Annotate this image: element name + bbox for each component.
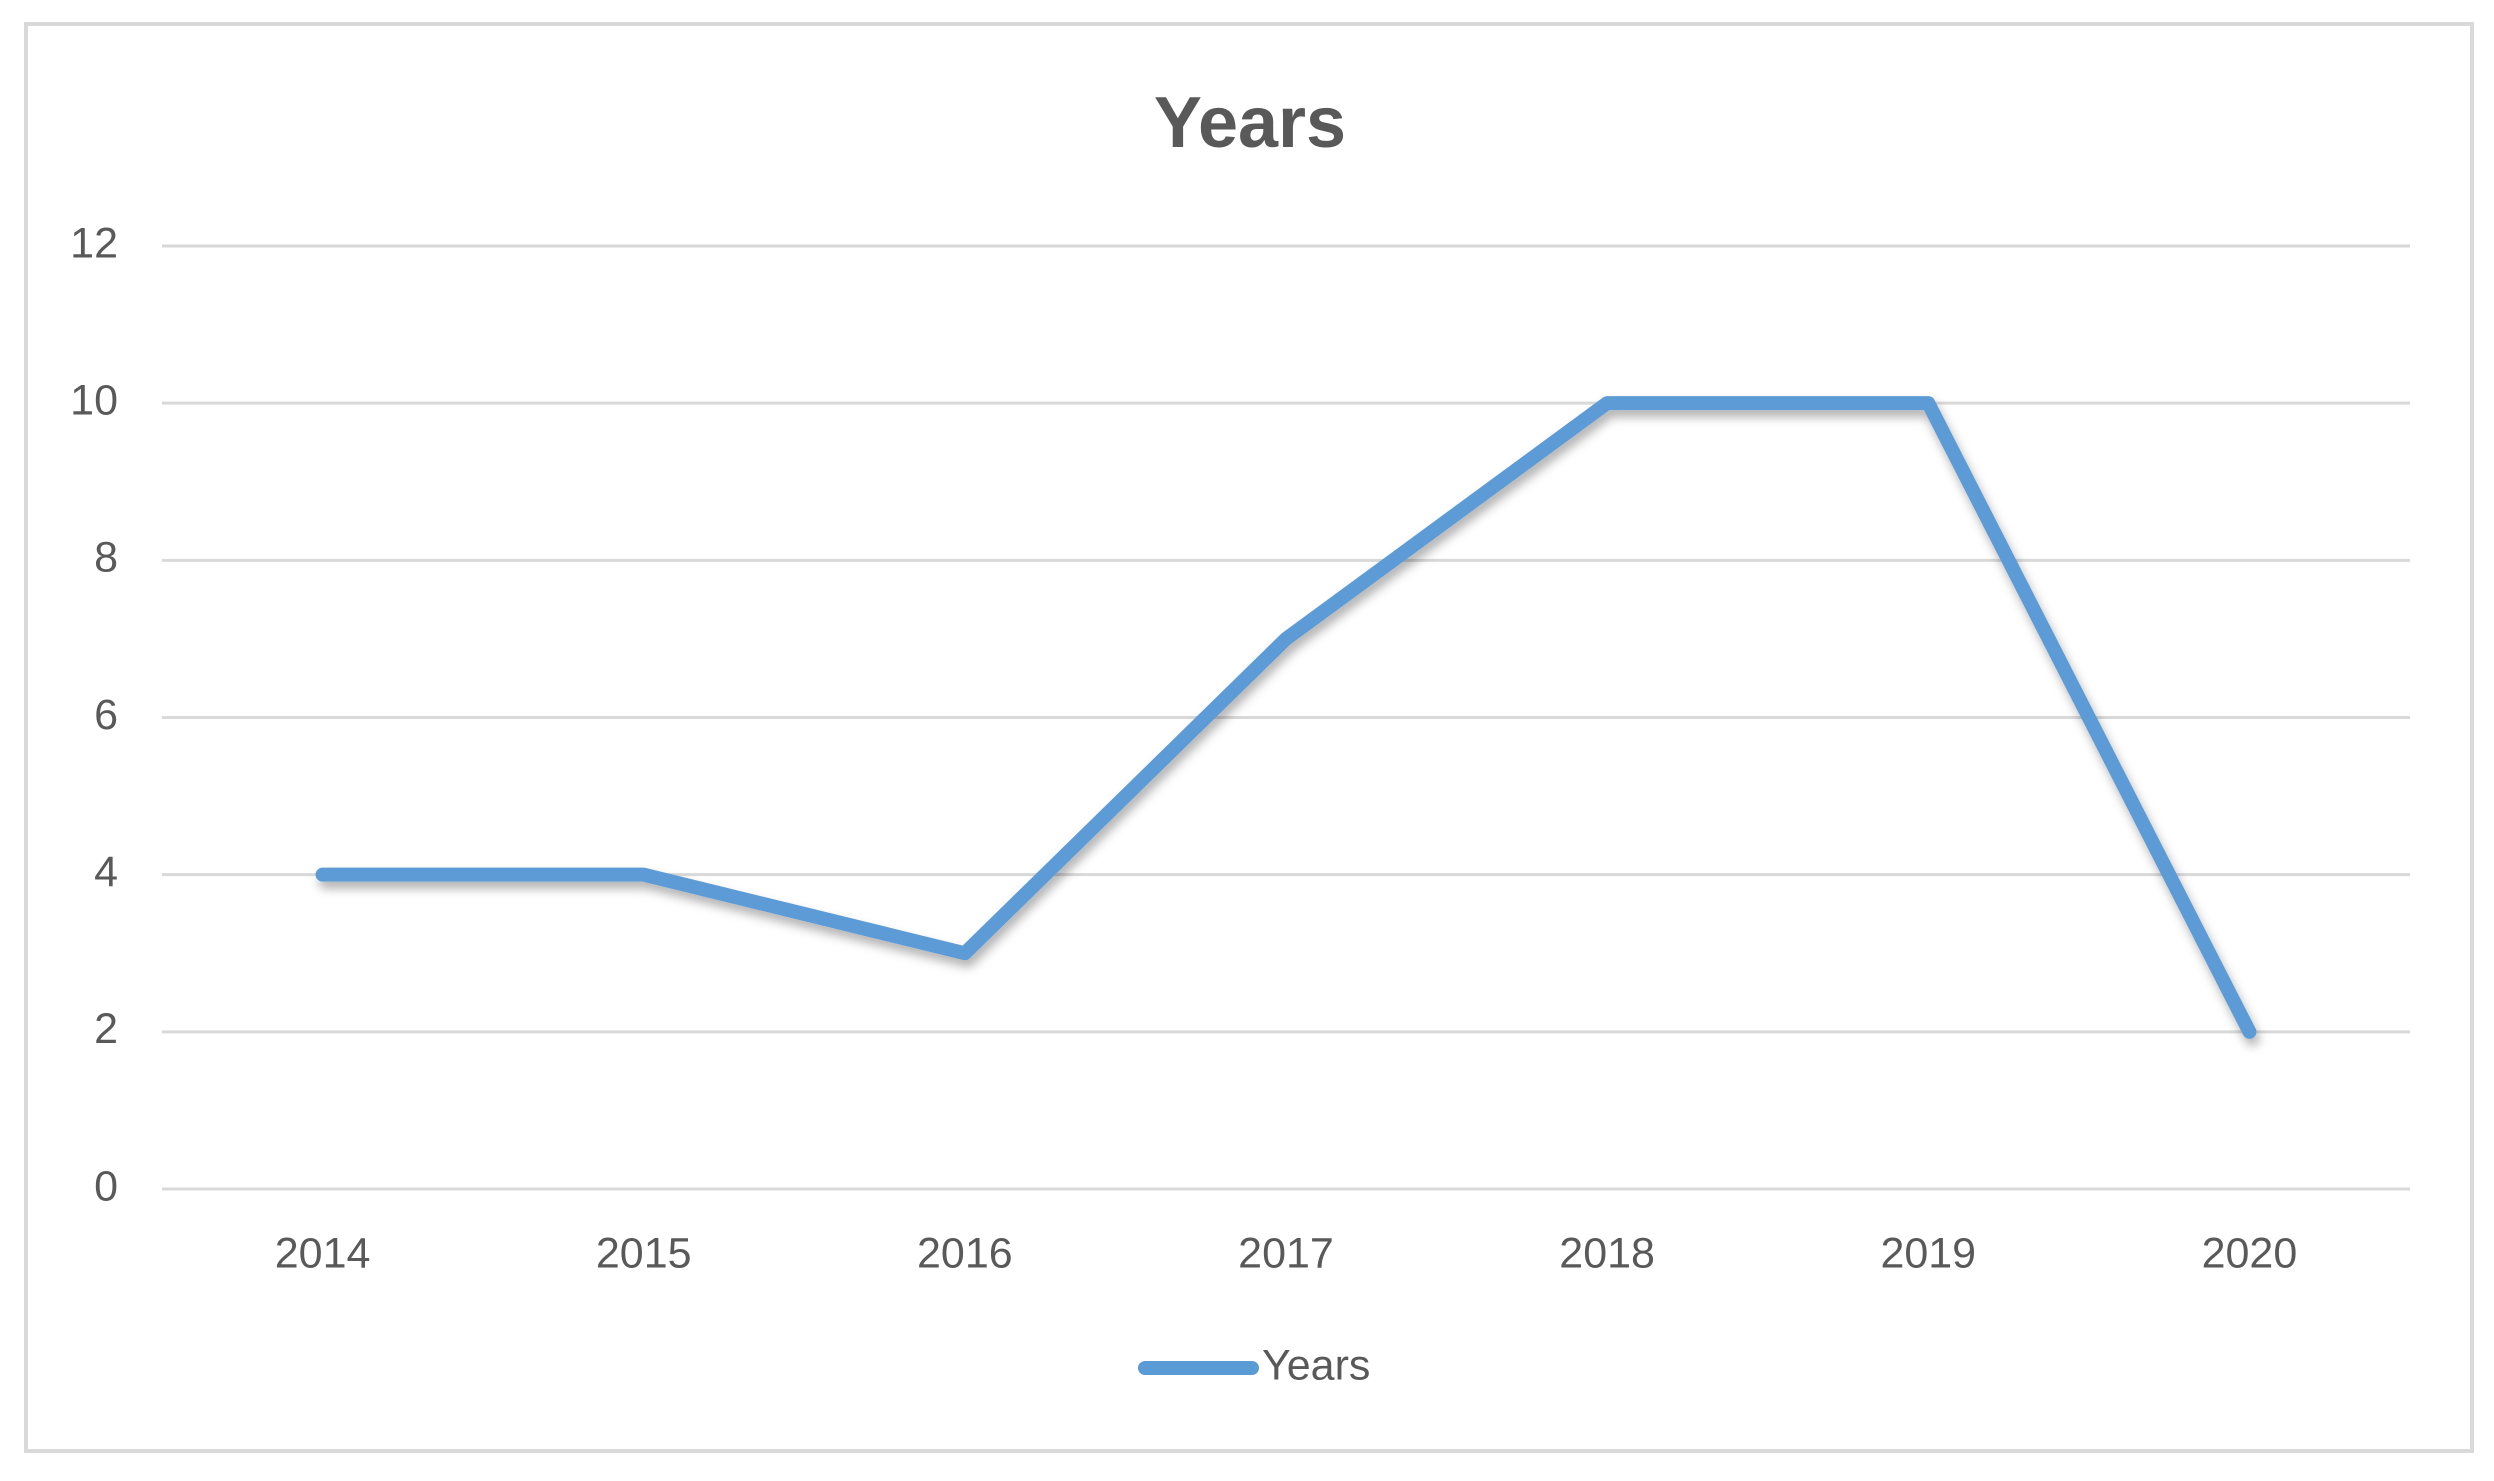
- chart-border: [24, 22, 2474, 1453]
- x-tick-label: 2017: [1238, 1229, 1334, 1277]
- x-tick-label: 2019: [1880, 1229, 1976, 1277]
- x-tick-label: 2018: [1559, 1229, 1655, 1277]
- y-tick-label: 10: [70, 377, 118, 425]
- y-tick-label: 6: [94, 691, 118, 739]
- y-tick-label: 4: [94, 848, 118, 896]
- y-tick-label: 8: [94, 534, 118, 582]
- y-tick-label: 12: [70, 219, 118, 267]
- legend-label: Years: [1262, 1341, 1370, 1389]
- y-tick-label: 0: [94, 1162, 118, 1210]
- x-tick-label: 2014: [275, 1229, 371, 1277]
- chart-title: Years: [1154, 83, 1346, 163]
- y-tick-label: 2: [94, 1005, 118, 1053]
- x-tick-label: 2015: [596, 1229, 692, 1277]
- x-tick-label: 2020: [2202, 1229, 2298, 1277]
- data-line: [315, 396, 2257, 1039]
- x-tick-label: 2016: [917, 1229, 1013, 1277]
